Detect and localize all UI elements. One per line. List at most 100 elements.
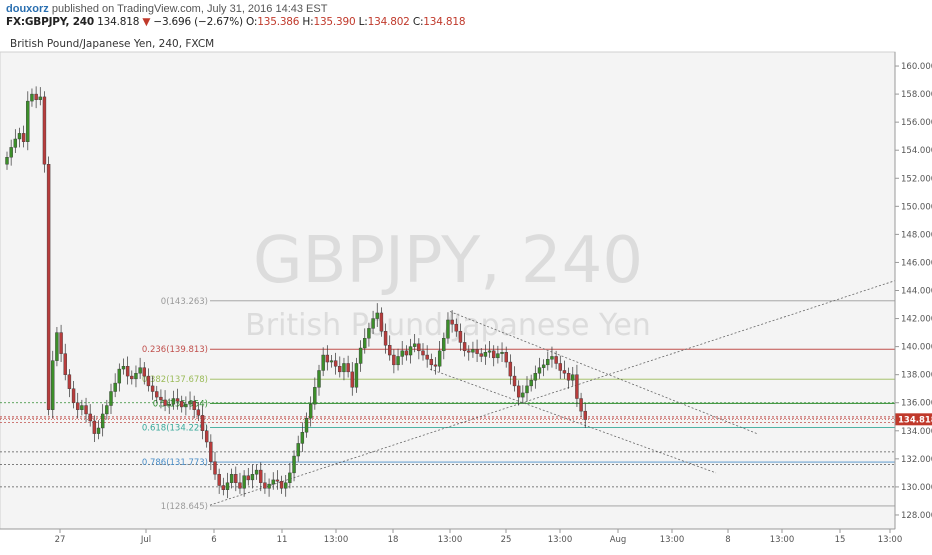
x-tick-label: 18 bbox=[388, 535, 399, 545]
y-tick-label: 132.000 bbox=[901, 455, 932, 465]
candle-body bbox=[467, 350, 471, 353]
candle-body bbox=[196, 409, 201, 416]
y-tick-label: 144.000 bbox=[901, 287, 932, 297]
down-arrow-icon: ▼ bbox=[142, 16, 151, 28]
y-tick-label: 148.000 bbox=[901, 230, 932, 240]
chart-title: British Pound/Japanese Yen, 240, FXCM bbox=[10, 38, 215, 50]
candle-body bbox=[546, 359, 550, 366]
candle-body bbox=[388, 345, 392, 356]
publish-info: published on TradingView.com, July 31, 2… bbox=[51, 3, 328, 15]
candle-body bbox=[537, 367, 542, 374]
candle-body bbox=[55, 332, 59, 361]
candle-body bbox=[259, 469, 263, 483]
last-price: 134.818 bbox=[97, 16, 140, 28]
fib-level-label: 0(143.263) bbox=[161, 297, 208, 307]
candle-body bbox=[263, 482, 267, 489]
candle-body bbox=[533, 373, 538, 381]
trend-line bbox=[449, 311, 758, 434]
change-value: −3.696 (−2.67%) bbox=[153, 16, 243, 28]
high-label: H: bbox=[302, 16, 314, 28]
candle-body bbox=[396, 356, 400, 366]
candle-body bbox=[125, 366, 130, 377]
candle-body bbox=[429, 359, 434, 366]
x-tick-label: 13:00 bbox=[770, 535, 795, 545]
candle-body bbox=[554, 356, 558, 364]
quote-line: FX:GBPJPY, 240 134.818 ▼ −3.696 (−2.67%)… bbox=[6, 16, 466, 28]
candle-body bbox=[508, 361, 513, 377]
candle-body bbox=[88, 413, 92, 422]
candle-body bbox=[138, 367, 142, 374]
candle-body bbox=[221, 485, 226, 490]
y-tick-label: 130.000 bbox=[901, 483, 932, 493]
candle-body bbox=[51, 360, 55, 410]
candle-body bbox=[246, 475, 250, 481]
candle-body bbox=[13, 138, 18, 148]
y-tick-label: 158.000 bbox=[901, 90, 932, 100]
x-tick-label: Aug bbox=[610, 535, 627, 545]
fib-level-label: 0.382(137.678) bbox=[142, 375, 208, 385]
y-tick-label: 152.000 bbox=[901, 174, 932, 184]
candle-body bbox=[442, 338, 446, 352]
candle-body bbox=[200, 415, 205, 431]
candle-body bbox=[292, 455, 296, 474]
candle-body bbox=[84, 405, 88, 415]
high-value: 135.390 bbox=[313, 16, 356, 28]
candle-body bbox=[63, 353, 67, 375]
candle-body bbox=[487, 350, 492, 353]
fib-level-label: 0.786(131.773) bbox=[142, 458, 208, 468]
y-tick-label: 134.000 bbox=[901, 427, 932, 437]
x-tick-label: 11 bbox=[277, 535, 288, 545]
y-tick-label: 128.000 bbox=[901, 511, 932, 521]
x-tick-label: Jul bbox=[140, 535, 151, 545]
candle-body bbox=[142, 367, 146, 377]
last-price-label: 134.818 bbox=[898, 415, 932, 425]
y-tick-label: 136.000 bbox=[901, 399, 932, 409]
x-tick-label: 25 bbox=[501, 535, 512, 545]
candle-body bbox=[433, 364, 438, 367]
x-tick-label: 6 bbox=[211, 535, 216, 545]
candle-body bbox=[150, 385, 155, 392]
candle-body bbox=[358, 347, 363, 364]
low-value: 134.802 bbox=[367, 16, 410, 28]
candle-body bbox=[192, 401, 196, 410]
trend-line bbox=[209, 280, 896, 506]
candle-body bbox=[571, 374, 575, 381]
candle-body bbox=[275, 479, 280, 482]
low-label: L: bbox=[358, 16, 368, 28]
candle-body bbox=[496, 353, 500, 359]
publish-line: douxorz published on TradingView.com, Ju… bbox=[6, 3, 327, 15]
candle-body bbox=[105, 405, 109, 415]
candle-body bbox=[408, 346, 413, 356]
candle-body bbox=[421, 350, 425, 356]
author-link[interactable]: douxorz bbox=[6, 3, 49, 15]
candle-body bbox=[354, 363, 359, 388]
candle-body bbox=[558, 363, 562, 371]
y-tick-label: 140.000 bbox=[901, 343, 932, 353]
candle-body bbox=[325, 354, 330, 363]
y-tick-label: 154.000 bbox=[901, 146, 932, 156]
candle-body bbox=[562, 370, 567, 374]
x-tick-label: 13:00 bbox=[324, 535, 349, 545]
candle-body bbox=[437, 350, 442, 367]
x-tick-label: 15 bbox=[835, 535, 846, 545]
candle-body bbox=[375, 312, 379, 319]
last-price-tag bbox=[895, 413, 932, 426]
candle-body bbox=[404, 350, 409, 356]
candle-body bbox=[109, 391, 113, 406]
y-tick-label: 142.000 bbox=[901, 315, 932, 325]
candle-body bbox=[17, 133, 22, 140]
candle-body bbox=[550, 356, 554, 360]
candle-body bbox=[146, 375, 151, 387]
candle-body bbox=[96, 427, 101, 434]
candle-body bbox=[329, 360, 334, 363]
chart-area[interactable]: British Pound/Japanese Yen, 240, FXCM GB… bbox=[0, 32, 932, 550]
fib-level-label: 0.618(134.229) bbox=[142, 424, 208, 434]
candle-body bbox=[238, 482, 242, 489]
candle-body bbox=[76, 402, 80, 410]
open-label: O: bbox=[246, 16, 258, 28]
x-tick-label: 13:00 bbox=[660, 535, 685, 545]
candle-body bbox=[21, 133, 26, 142]
candle-body bbox=[363, 338, 367, 349]
candle-body bbox=[566, 373, 571, 381]
